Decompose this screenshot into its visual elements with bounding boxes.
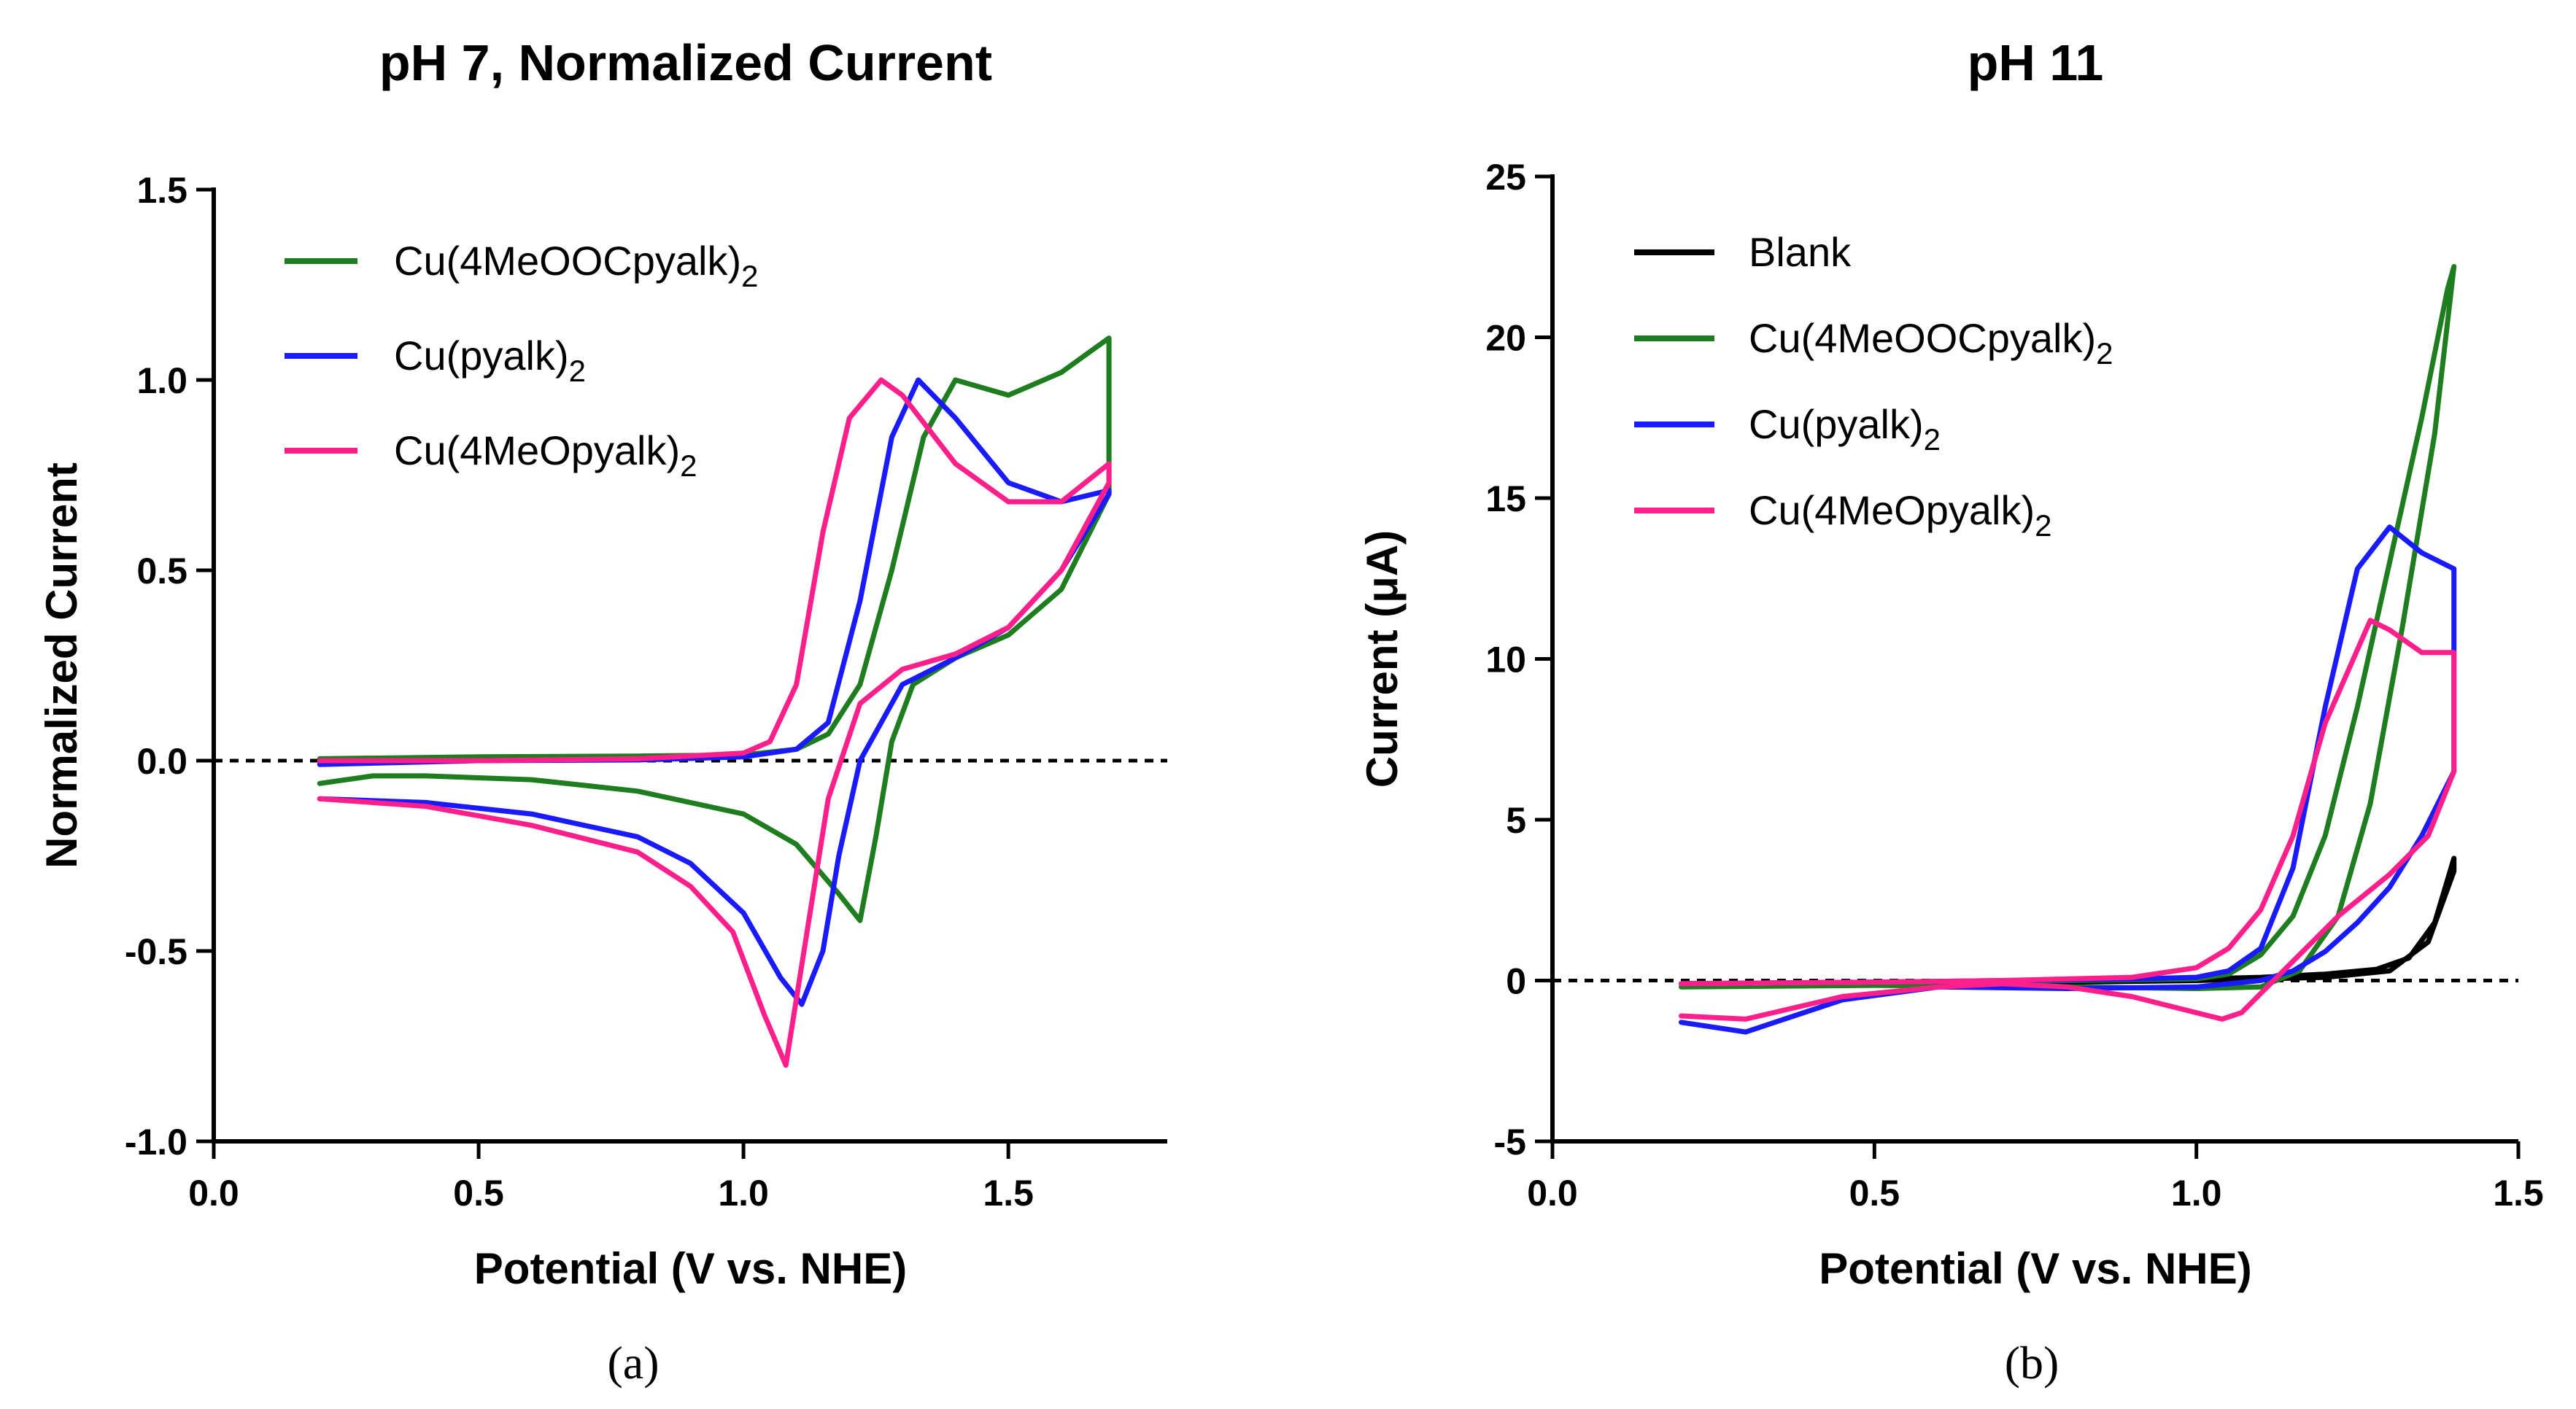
- y-tick-label: 0: [1506, 961, 1526, 1002]
- series-line: [317, 335, 1112, 923]
- legend-entry: Blank: [1749, 229, 1852, 275]
- y-tick-label: 1.0: [136, 360, 187, 401]
- x-tick-label: 0.0: [1527, 1173, 1578, 1214]
- y-tick-label: 25: [1485, 157, 1526, 198]
- y-tick-label: 5: [1506, 800, 1526, 841]
- y-tick-label: 10: [1485, 640, 1526, 680]
- legend-entry: Cu(4MeOOCpyalk)2: [1749, 315, 2113, 370]
- legend-entry: Cu(pyalk)2: [394, 333, 586, 388]
- x-tick-label: 1.5: [2493, 1173, 2544, 1214]
- x-tick-label: 0.5: [1849, 1173, 1900, 1214]
- panel-label: (b): [2005, 1337, 2059, 1389]
- y-tick-label: 20: [1485, 318, 1526, 359]
- panel-label: (a): [607, 1337, 659, 1389]
- legend-entry-subscript: 2: [741, 259, 758, 293]
- chart-panel-b: pH 11 -5 0 5 10 15 20 25 0.0 0.5 1.0 1.5 Potential (…: [1358, 34, 2544, 1389]
- series-line: [1679, 855, 2457, 987]
- y-tick-label: 0.0: [136, 741, 187, 782]
- legend-entry-name: Cu(4MeOOCpyalk): [1749, 315, 2096, 361]
- chart-panel-a: pH 7, Normalized Current -1.0 -0.5 0.0 0.5 1.…: [37, 34, 1167, 1389]
- series-line: [1679, 264, 2457, 991]
- legend-entry-subscript: 2: [569, 354, 586, 388]
- y-tick-label: -5: [1494, 1122, 1526, 1162]
- x-axis-label: Potential (V vs. NHE): [474, 1244, 907, 1293]
- y-tick-label: 1.5: [136, 170, 187, 211]
- chart-title: pH 7, Normalized Current: [379, 34, 992, 91]
- chart-title: pH 11: [1968, 34, 2104, 91]
- series-line: [1679, 618, 2457, 1022]
- series-line: [317, 377, 1112, 1068]
- y-tick-label: 0.5: [136, 551, 187, 591]
- legend-entry: Cu(pyalk)2: [1749, 401, 1941, 457]
- x-tick-label: 1.0: [2171, 1173, 2222, 1214]
- legend-entry-subscript: 2: [1924, 422, 1941, 457]
- x-tick-label: 1.0: [718, 1173, 769, 1214]
- y-axis-label: Normalized Current: [37, 462, 86, 869]
- legend-entry-name: Blank: [1749, 229, 1852, 275]
- x-tick-label: 1.5: [983, 1173, 1034, 1214]
- y-tick-label: -0.5: [125, 931, 187, 972]
- x-tick-label: 0.5: [453, 1173, 504, 1214]
- legend-entry-name: Cu(pyalk): [394, 333, 569, 379]
- y-axis-label: Current (μA): [1358, 530, 1407, 788]
- x-axis-label: Potential (V vs. NHE): [1819, 1244, 2251, 1293]
- y-tick-label: 15: [1485, 478, 1526, 519]
- x-tick-label: 0.0: [188, 1173, 239, 1214]
- legend-entry-name: Cu(4MeOpyalk): [394, 427, 680, 473]
- legend-entry-name: Cu(4MeOOCpyalk): [394, 238, 741, 284]
- legend-entry-subscript: 2: [2035, 508, 2051, 543]
- legend-entry-subscript: 2: [2096, 336, 2113, 370]
- y-tick-label: -1.0: [125, 1122, 187, 1162]
- legend-entry: Cu(4MeOOCpyalk)2: [394, 238, 758, 293]
- legend-entry-subscript: 2: [680, 449, 697, 483]
- legend-entry-name: Cu(4MeOpyalk): [1749, 487, 2035, 533]
- legend-entry-name: Cu(pyalk): [1749, 401, 1924, 447]
- legend-entry: Cu(4MeOpyalk)2: [394, 427, 697, 483]
- legend-entry: Cu(4MeOpyalk)2: [1749, 487, 2051, 543]
